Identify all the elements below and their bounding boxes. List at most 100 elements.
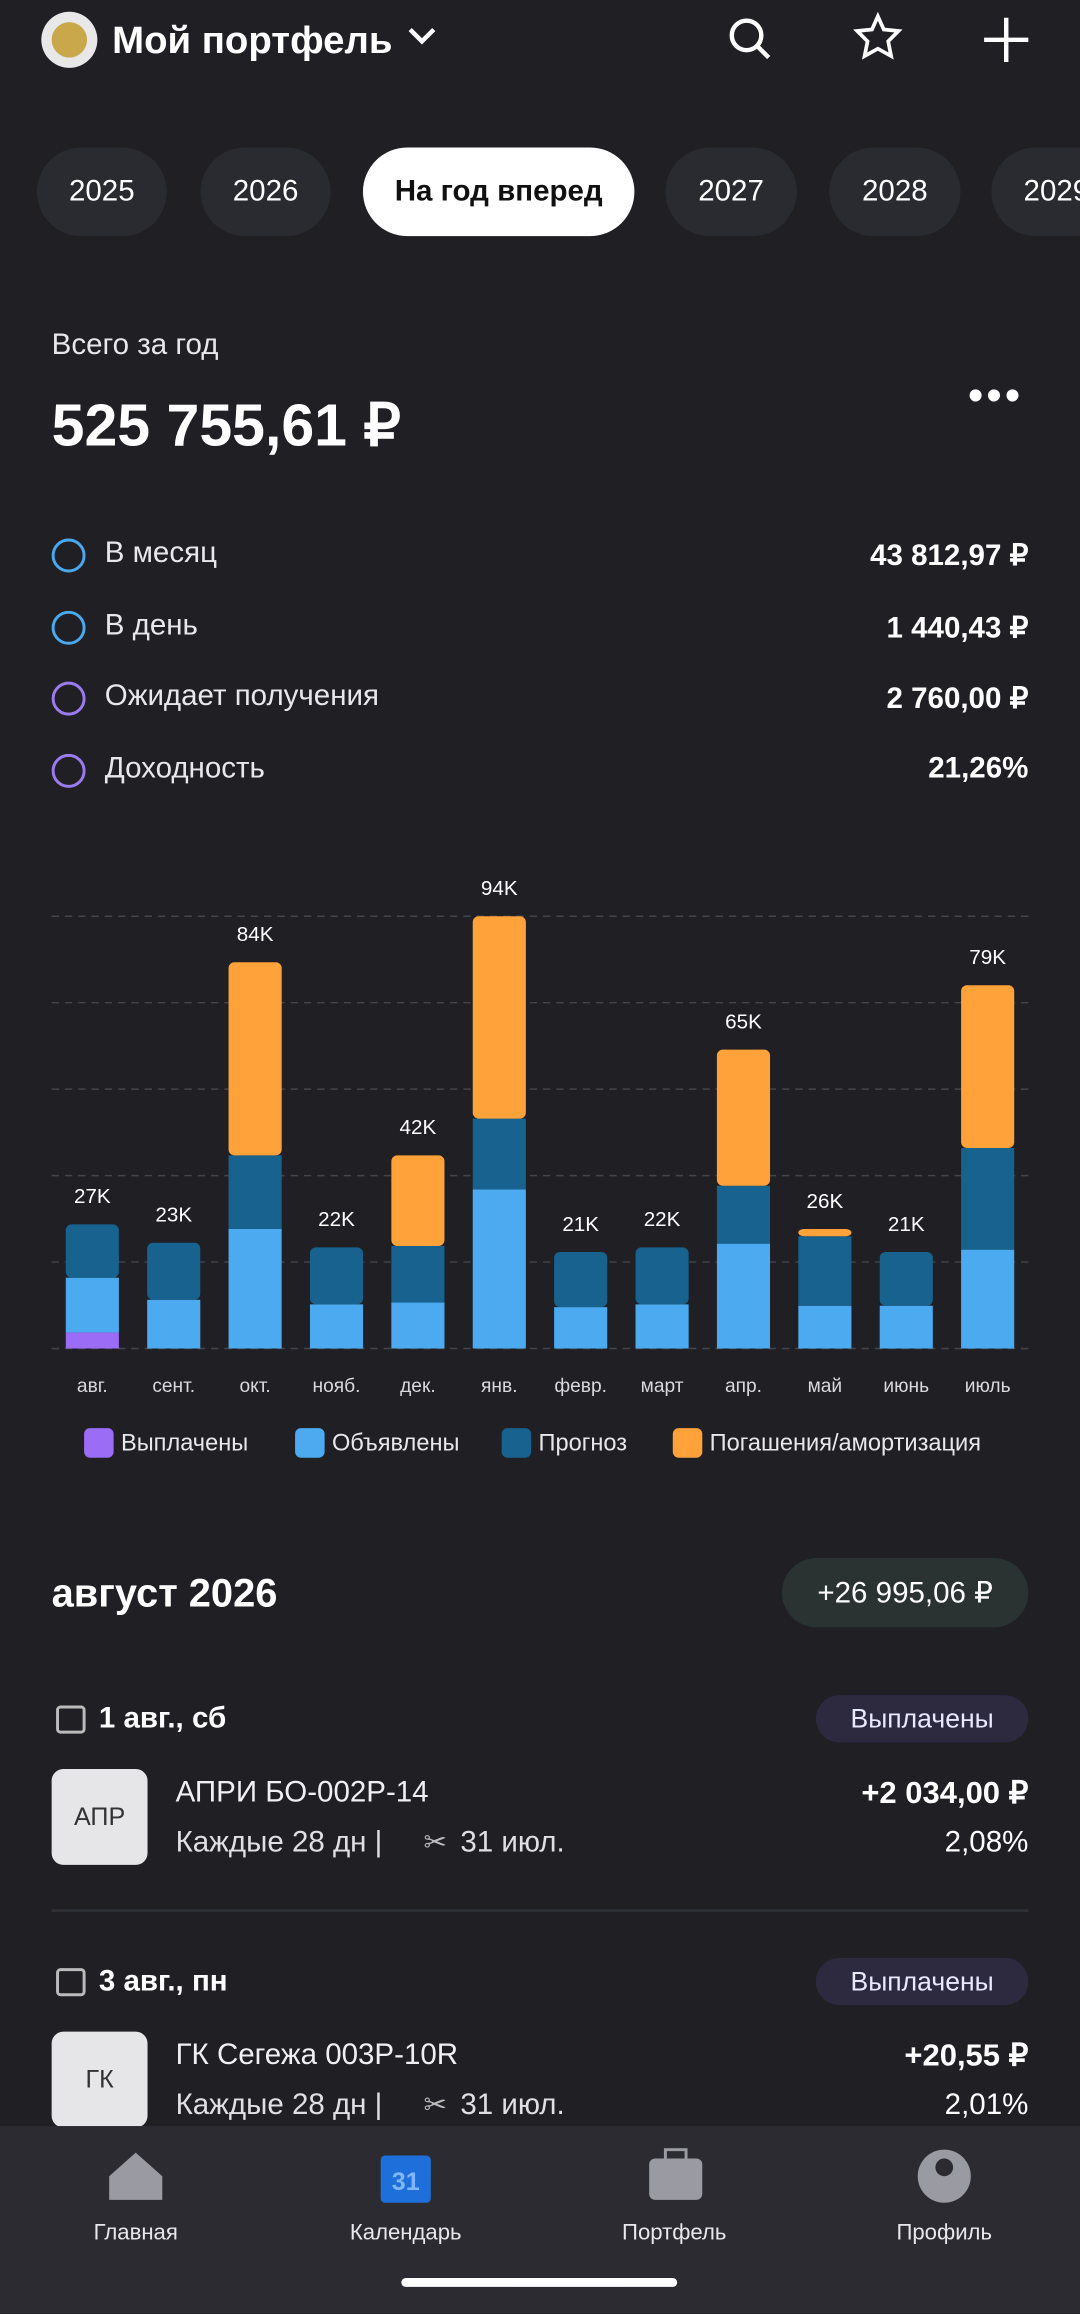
bar-segment [147, 1242, 201, 1300]
bar-segment [65, 1224, 119, 1278]
more-button[interactable]: ••• [967, 371, 1024, 421]
total-label: 22K [644, 1208, 681, 1231]
year-tab[interactable]: 2027 [665, 147, 797, 237]
nav-icons: 31 [109, 2148, 971, 2287]
bar-segment [716, 1049, 771, 1186]
legend-swatch [84, 1428, 114, 1458]
x-tick-label: окт. [239, 1376, 270, 1397]
total-label: 84K [237, 923, 274, 946]
calendar-icon [56, 1968, 86, 1997]
x-tick-label: июль [965, 1376, 1011, 1397]
stat-dot [51, 681, 86, 716]
stat-value: 21,26% [928, 751, 1029, 785]
summary-total: 525 755,61 ₽ [51, 393, 401, 459]
event-date: 1 авг., сб [98, 1702, 227, 1736]
x-tick-label: дек. [400, 1376, 436, 1397]
svg-text:31: 31 [392, 2168, 420, 2196]
event-status: Выплачены [815, 1695, 1029, 1743]
stat-label: В месяц [104, 537, 217, 570]
scissors-icon: ✂ [423, 1828, 447, 1860]
legend-swatch [501, 1428, 532, 1458]
year-tab[interactable]: 2026 [200, 147, 331, 237]
scissors-icon: ✂ [423, 2090, 447, 2122]
event-logo: ГК [51, 2031, 148, 2128]
stat-dot [51, 538, 86, 573]
event-logo: АПР [51, 1769, 148, 1865]
event-yield: 2,01% [944, 2089, 1029, 2122]
year-tab[interactable]: 2029 [991, 147, 1080, 237]
stat-label: В день [104, 608, 198, 642]
total-label: 26K [807, 1190, 844, 1213]
legend-swatch [672, 1428, 703, 1458]
total-label: 23K [155, 1204, 192, 1227]
stat-value: 2 760,00 ₽ [886, 683, 1029, 716]
total-label: 65K [725, 1010, 762, 1033]
bar-segment [472, 1189, 526, 1349]
legend-label: Прогноз [539, 1431, 628, 1457]
chart: 27K авг. 23K сент. 84K окт. 22K нояб. 42K дек. 94K… [51, 877, 1029, 1458]
event-record-date: 31 июл. [460, 2089, 565, 2122]
x-tick-label: март [641, 1376, 684, 1397]
bar-segment [309, 1304, 364, 1349]
calendar-icon [56, 1705, 86, 1734]
x-tick-label: сент. [152, 1376, 195, 1397]
bar-segment [472, 1118, 526, 1190]
total-label: 79K [969, 946, 1006, 969]
legend-label: Объявлены [332, 1431, 459, 1457]
stat-label: Ожидает получения [104, 680, 379, 713]
total-label: 21K [888, 1213, 925, 1236]
bar-segment [554, 1251, 608, 1308]
header-icons [41, 11, 1029, 68]
year-tab[interactable]: 2025 [36, 147, 167, 237]
x-tick-label: февр. [554, 1376, 607, 1397]
bar-segment [309, 1247, 364, 1305]
year-tab[interactable]: 2028 [829, 147, 961, 237]
event-frequency: Каждые 28 дн | [175, 1826, 383, 1860]
event-date: 3 авг., пн [98, 1965, 228, 1998]
bar-segment [228, 1228, 282, 1349]
bar-segment [961, 1148, 1015, 1250]
x-tick-label: май [808, 1376, 843, 1397]
total-label: 21K [562, 1213, 599, 1236]
bar-segment [961, 985, 1015, 1149]
bar-segment [228, 1155, 282, 1229]
nav-item[interactable]: Профиль [896, 2220, 993, 2246]
event-yield: 2,08% [944, 1826, 1029, 1860]
bar-segment [228, 962, 282, 1156]
x-tick-label: янв. [481, 1376, 517, 1397]
x-tick-label: апр. [725, 1376, 762, 1397]
stat-value: 43 812,97 ₽ [870, 539, 1029, 573]
event-amount: +20,55 ₽ [904, 2039, 1029, 2073]
nav-item[interactable]: Портфель [622, 2220, 727, 2246]
legend-swatch [295, 1428, 325, 1458]
year-tab[interactable]: На год вперед [362, 147, 635, 237]
total-label: 27K [74, 1185, 111, 1208]
bar-segment [716, 1243, 771, 1349]
bar-segment [798, 1228, 852, 1237]
stat-value: 1 440,43 ₽ [886, 611, 1029, 645]
legend-label: Погашения/амортизация [710, 1431, 981, 1457]
bar-segment [798, 1305, 852, 1349]
x-tick-label: июнь [883, 1376, 929, 1397]
stat-dot [51, 610, 86, 645]
event-frequency: Каждые 28 дн | [175, 2089, 383, 2122]
nav-item[interactable]: Календарь [349, 2220, 462, 2246]
bar-segment [635, 1304, 689, 1349]
bar-segment [391, 1155, 445, 1246]
summary-label: Всего за год [51, 329, 219, 362]
bar-segment [879, 1251, 933, 1306]
stat-label: Доходность [104, 751, 265, 785]
bar-segment [554, 1307, 608, 1349]
nav-item[interactable]: Главная [93, 2220, 178, 2246]
bar-segment [391, 1302, 445, 1349]
divider [51, 1909, 1029, 1913]
month-title: август 2026 [51, 1571, 278, 1616]
event-name: АПРИ БО-002Р-14 [175, 1776, 429, 1809]
month-total: +26 995,06 ₽ [781, 1558, 1029, 1628]
bar-segment [65, 1332, 119, 1349]
event-amount: +2 034,00 ₽ [861, 1776, 1029, 1811]
bar-segment [879, 1305, 933, 1349]
bar-segment [391, 1245, 445, 1303]
